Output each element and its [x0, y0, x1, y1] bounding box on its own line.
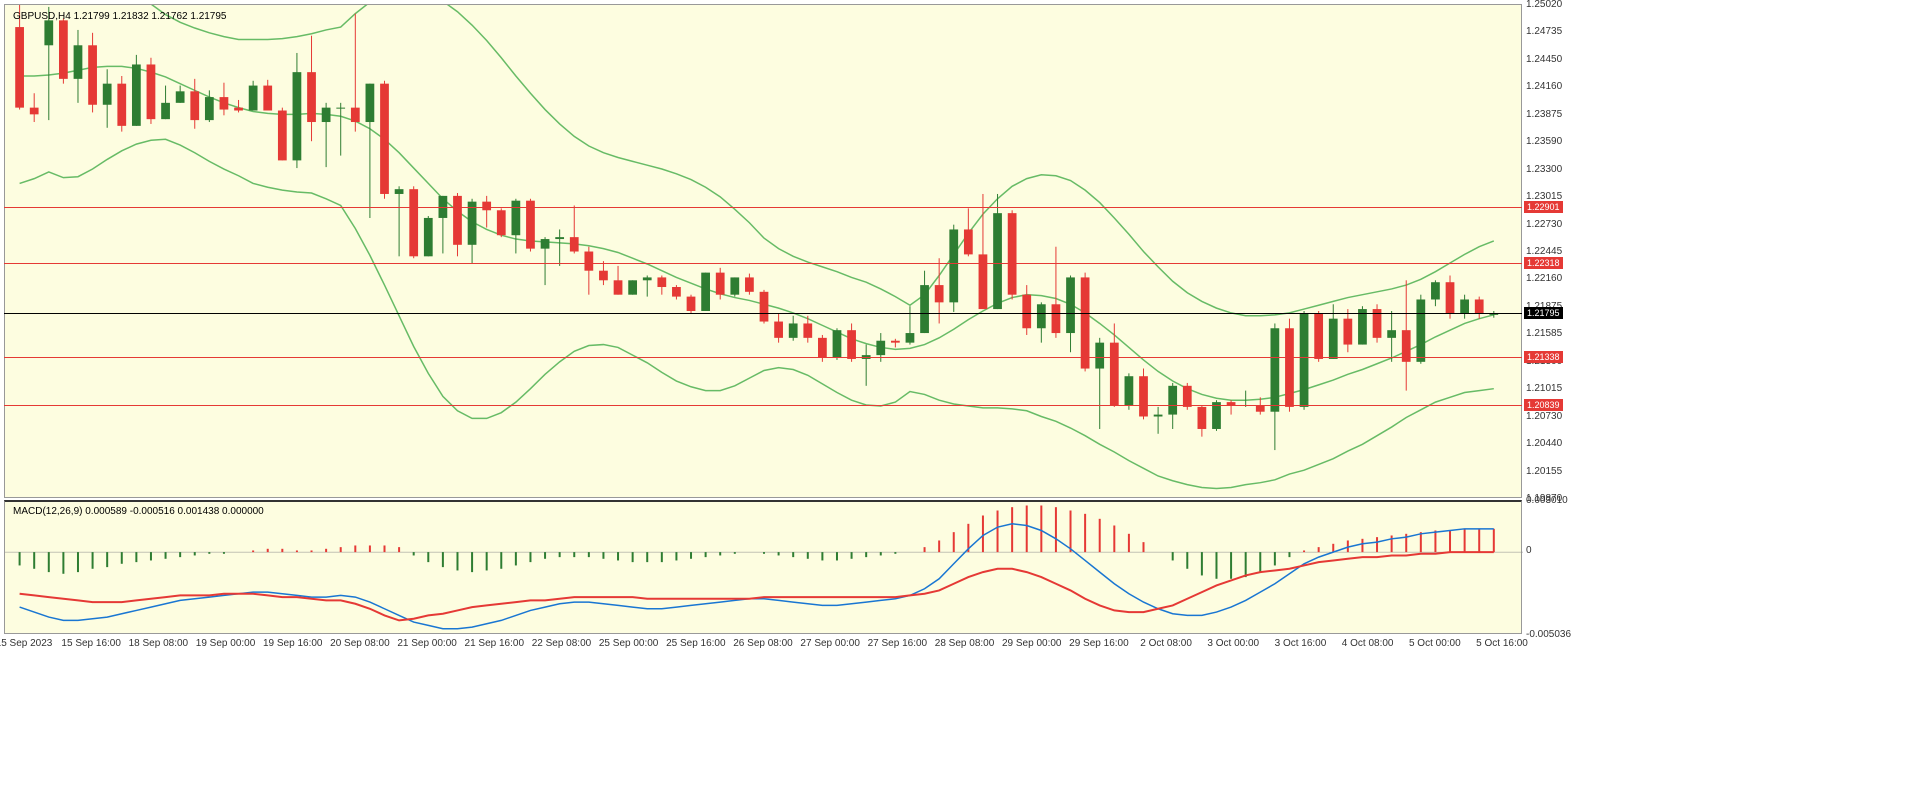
price-ytick: 1.25020 — [1526, 0, 1562, 10]
horizontal-line — [4, 357, 1522, 358]
macd-title: MACD(12,26,9) 0.000589 -0.000516 0.00143… — [13, 506, 264, 517]
x-tick-label: 2 Oct 08:00 — [1140, 638, 1192, 649]
x-tick-label: 5 Oct 16:00 — [1476, 638, 1528, 649]
x-tick-label: 25 Sep 00:00 — [599, 638, 659, 649]
hline-label: 1.21338 — [1524, 351, 1563, 363]
hline-label: 1.22318 — [1524, 257, 1563, 269]
price-ytick: 1.21585 — [1526, 328, 1562, 339]
macd-panel[interactable]: MACD(12,26,9) 0.000589 -0.000516 0.00143… — [4, 500, 1522, 634]
price-ytick: 1.20155 — [1526, 466, 1562, 477]
price-ytick: 1.20730 — [1526, 411, 1562, 422]
macd-ytick: 0 — [1526, 545, 1532, 556]
price-svg — [5, 5, 1523, 499]
price-ytick: 1.23590 — [1526, 136, 1562, 147]
price-ytick: 1.22160 — [1526, 273, 1562, 284]
macd-svg — [5, 502, 1523, 636]
x-tick-label: 21 Sep 16:00 — [465, 638, 525, 649]
horizontal-line — [4, 263, 1522, 264]
x-tick-label: 15 Sep 16:00 — [61, 638, 121, 649]
x-tick-label: 19 Sep 00:00 — [196, 638, 256, 649]
x-tick-label: 26 Sep 08:00 — [733, 638, 793, 649]
x-tick-label: 20 Sep 08:00 — [330, 638, 390, 649]
x-tick-label: 19 Sep 16:00 — [263, 638, 323, 649]
current-price-label: 1.21795 — [1524, 307, 1563, 319]
x-tick-label: 3 Oct 16:00 — [1275, 638, 1327, 649]
price-ytick: 1.20440 — [1526, 438, 1562, 449]
x-tick-label: 21 Sep 00:00 — [397, 638, 457, 649]
price-ytick: 1.23300 — [1526, 164, 1562, 175]
horizontal-line — [4, 405, 1522, 406]
price-y-axis: 1.250201.247351.244501.241601.238751.235… — [1524, 4, 1584, 498]
price-ytick: 1.24160 — [1526, 81, 1562, 92]
hline-label: 1.22901 — [1524, 201, 1563, 213]
x-tick-label: 29 Sep 16:00 — [1069, 638, 1129, 649]
x-tick-label: 3 Oct 00:00 — [1207, 638, 1259, 649]
x-axis: 15 Sep 202315 Sep 16:0018 Sep 08:0019 Se… — [4, 636, 1522, 656]
horizontal-line — [4, 207, 1522, 208]
chart-title: GBPUSD,H4 1.21799 1.21832 1.21762 1.2179… — [13, 11, 227, 22]
price-ytick: 1.21015 — [1526, 383, 1562, 394]
price-panel[interactable]: GBPUSD,H4 1.21799 1.21832 1.21762 1.2179… — [4, 4, 1522, 498]
x-tick-label: 27 Sep 16:00 — [868, 638, 928, 649]
x-tick-label: 28 Sep 08:00 — [935, 638, 995, 649]
price-ytick: 1.24450 — [1526, 54, 1562, 65]
macd-y-axis: 0.0030100-0.005036 — [1524, 500, 1584, 634]
hline-label: 1.20839 — [1524, 399, 1563, 411]
x-tick-label: 4 Oct 08:00 — [1342, 638, 1394, 649]
x-tick-label: 18 Sep 08:00 — [129, 638, 189, 649]
macd-ytick: 0.003010 — [1526, 495, 1568, 506]
chart-container: GBPUSD,H4 1.21799 1.21832 1.21762 1.2179… — [0, 0, 1916, 798]
price-ytick: 1.22445 — [1526, 246, 1562, 257]
current-price-line — [4, 313, 1522, 314]
x-tick-label: 29 Sep 00:00 — [1002, 638, 1062, 649]
x-tick-label: 25 Sep 16:00 — [666, 638, 726, 649]
price-ytick: 1.23875 — [1526, 109, 1562, 120]
x-tick-label: 27 Sep 00:00 — [800, 638, 860, 649]
price-ytick: 1.22730 — [1526, 219, 1562, 230]
macd-ytick: -0.005036 — [1526, 629, 1571, 640]
x-tick-label: 5 Oct 00:00 — [1409, 638, 1461, 649]
x-tick-label: 22 Sep 08:00 — [532, 638, 592, 649]
x-tick-label: 15 Sep 2023 — [0, 638, 52, 649]
price-ytick: 1.24735 — [1526, 26, 1562, 37]
